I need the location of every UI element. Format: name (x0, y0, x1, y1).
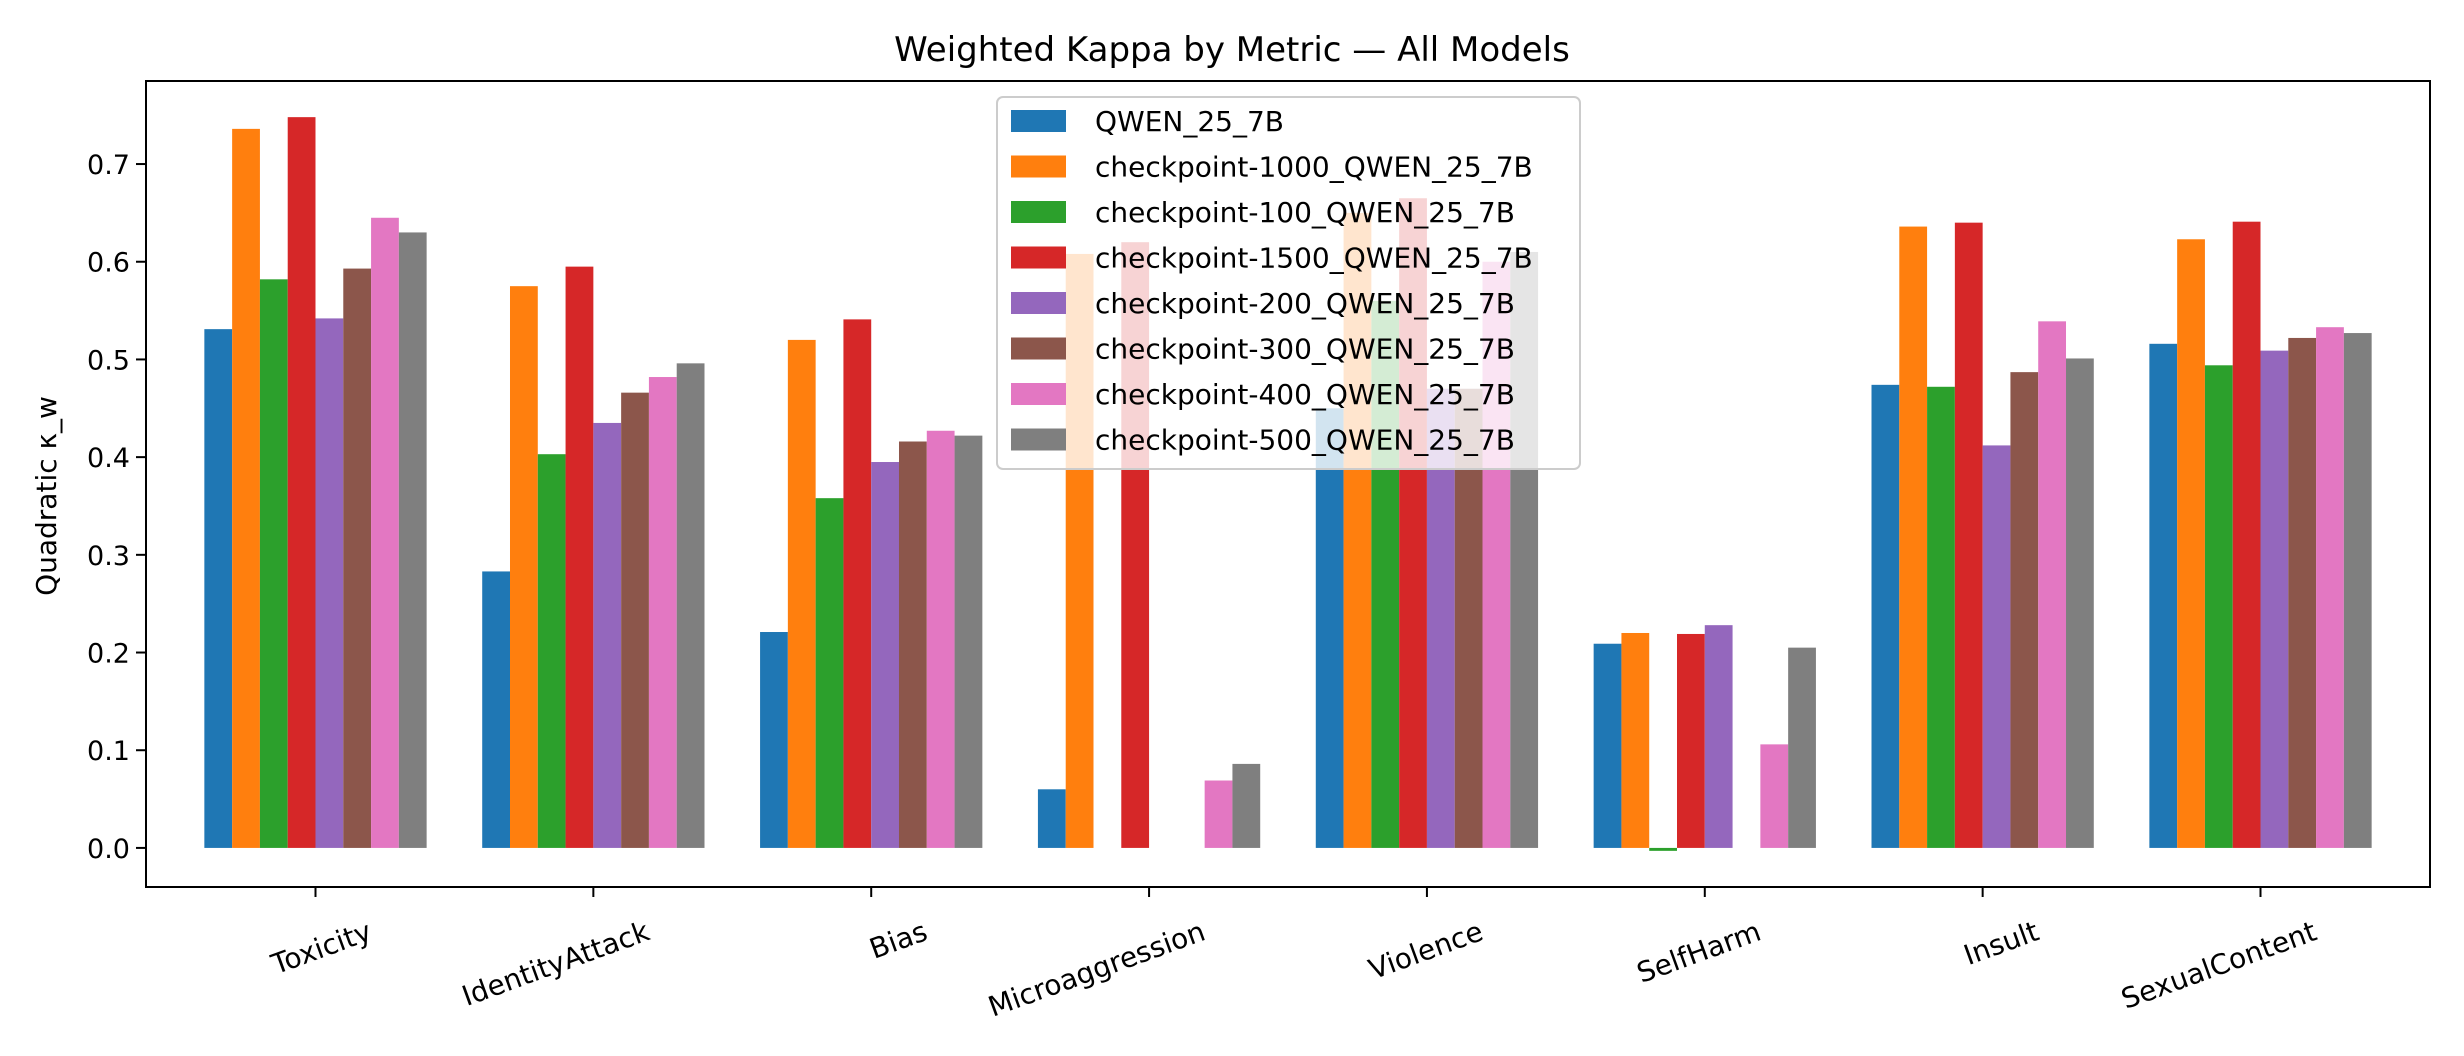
bar-toxicity-6 (371, 217, 399, 848)
legend-swatch (1011, 337, 1066, 360)
bar-insult-0 (1871, 384, 1900, 848)
legend-swatch (1011, 110, 1066, 132)
bar-bias-7 (954, 435, 983, 848)
y-tick-label: 0.2 (87, 639, 130, 670)
legend-label: checkpoint-100_QWEN_25_7B (1095, 196, 1515, 229)
bar-sexualcontent-2 (2204, 365, 2233, 848)
bar-sexualcontent-7 (2343, 333, 2372, 848)
bar-identityattack-3 (565, 266, 594, 848)
bar-bias-5 (898, 441, 927, 848)
bar-sexualcontent-3 (2232, 221, 2261, 848)
bar-bias-1 (787, 339, 816, 848)
bar-microaggression-6 (1204, 780, 1233, 848)
bar-insult-5 (2010, 372, 2039, 848)
bar-identityattack-5 (621, 392, 649, 848)
x-axis: Toxicity IdentityAttack Bias Microaggressio… (266, 887, 2321, 1024)
bar-bias-6 (926, 430, 955, 848)
legend-swatch (1011, 155, 1066, 178)
bar-selfharm-3 (1677, 633, 1705, 848)
y-tick-label: 0.3 (87, 541, 130, 572)
legend-label: checkpoint-400_QWEN_25_7B (1095, 378, 1515, 411)
bar-sexualcontent-1 (2177, 239, 2205, 848)
bar-microaggression-0 (1037, 789, 1066, 848)
y-tick-label: 0.7 (87, 150, 130, 181)
bar-selfharm-6 (1760, 744, 1789, 848)
y-axis-label: Quadratic κ_w (30, 396, 63, 596)
y-tick-label: 0.4 (87, 443, 130, 474)
legend-label: checkpoint-1500_QWEN_25_7B (1095, 242, 1533, 275)
x-tick-label-microaggression: Microaggression (984, 915, 1210, 1024)
bar-selfharm-4 (1704, 625, 1733, 848)
bar-selfharm-2 (1649, 847, 1678, 851)
legend-label: QWEN_25_7B (1095, 105, 1284, 138)
x-tick-label-bias: Bias (865, 915, 931, 966)
x-tick-label-selfharm: SelfHarm (1633, 915, 1766, 990)
bar-identityattack-0 (482, 571, 510, 848)
legend-swatch (1011, 246, 1066, 269)
bar-identityattack-4 (593, 422, 622, 848)
bar-selfharm-1 (1621, 632, 1650, 848)
y-tick-label: 0.1 (87, 736, 130, 767)
bar-sexualcontent-0 (2149, 343, 2178, 848)
x-tick-label-toxicity: Toxicity (266, 915, 376, 982)
bar-toxicity-0 (204, 329, 233, 848)
plot-frame (145, 80, 2431, 888)
bar-insult-6 (2038, 321, 2067, 848)
bar-identityattack-2 (537, 454, 566, 848)
bar-insult-3 (1954, 222, 1983, 848)
bar-identityattack-1 (509, 286, 538, 848)
legend: QWEN_25_7B checkpoint-1000_QWEN_25_7Bchec… (996, 96, 1581, 470)
legend-label: checkpoint-300_QWEN_25_7B (1095, 333, 1515, 366)
bar-identityattack-6 (648, 377, 677, 848)
bar-toxicity-4 (315, 318, 344, 848)
y-tick-label: 0.6 (87, 248, 130, 279)
y-axis: 0.0 0.1 0.2 0.3 0.4 0.5 0.6 0.7 (87, 150, 146, 865)
legend-swatch (1011, 292, 1066, 314)
bar-insult-4 (1982, 445, 2011, 848)
legend-label: checkpoint-200_QWEN_25_7B (1095, 287, 1515, 320)
bar-sexualcontent-6 (2316, 327, 2344, 848)
x-tick-label-insult: Insult (1959, 915, 2043, 972)
bar-bias-2 (815, 498, 844, 848)
bar-sexualcontent-4 (2260, 350, 2289, 848)
legend-swatch (1011, 428, 1066, 451)
bar-microaggression-7 (1232, 763, 1261, 848)
bar-sexualcontent-5 (2288, 337, 2317, 848)
x-tick-label-identityattack: IdentityAttack (458, 914, 655, 1013)
bar-bias-4 (871, 462, 899, 848)
bar-toxicity-5 (343, 268, 372, 848)
bar-toxicity-2 (259, 279, 288, 848)
chart-title: Weighted Kappa by Metric — All Models (894, 30, 1570, 70)
bar-bias-3 (843, 319, 872, 848)
bar-insult-1 (1899, 226, 1928, 848)
legend-label: checkpoint-1000_QWEN_25_7B (1095, 151, 1533, 184)
x-tick-label-sexualcontent: SexualContent (2117, 915, 2321, 1016)
bar-insult-2 (1927, 386, 1955, 848)
x-tick-label-violence: Violence (1364, 915, 1487, 987)
bar-toxicity-1 (232, 128, 260, 848)
legend-swatch (1011, 201, 1066, 223)
bar-toxicity-3 (287, 117, 316, 848)
bar-toxicity-7 (398, 232, 427, 848)
legend-swatch (1011, 383, 1066, 405)
bar-violence-0 (1315, 408, 1344, 848)
bar-identityattack-7 (676, 363, 705, 848)
plot-area (204, 117, 2372, 851)
bar-selfharm-7 (1788, 647, 1816, 848)
y-tick-label: 0.0 (87, 834, 130, 865)
bar-insult-7 (2066, 358, 2094, 848)
bar-bias-0 (760, 632, 788, 848)
y-tick-label: 0.5 (87, 345, 130, 376)
bar-selfharm-0 (1593, 643, 1622, 848)
legend-label: checkpoint-500_QWEN_25_7B (1095, 424, 1515, 457)
legend-box (996, 96, 1581, 470)
